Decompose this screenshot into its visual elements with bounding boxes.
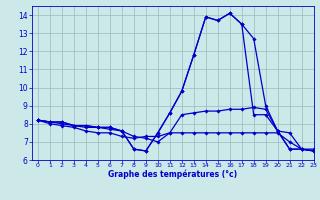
X-axis label: Graphe des températures (°c): Graphe des températures (°c) — [108, 170, 237, 179]
